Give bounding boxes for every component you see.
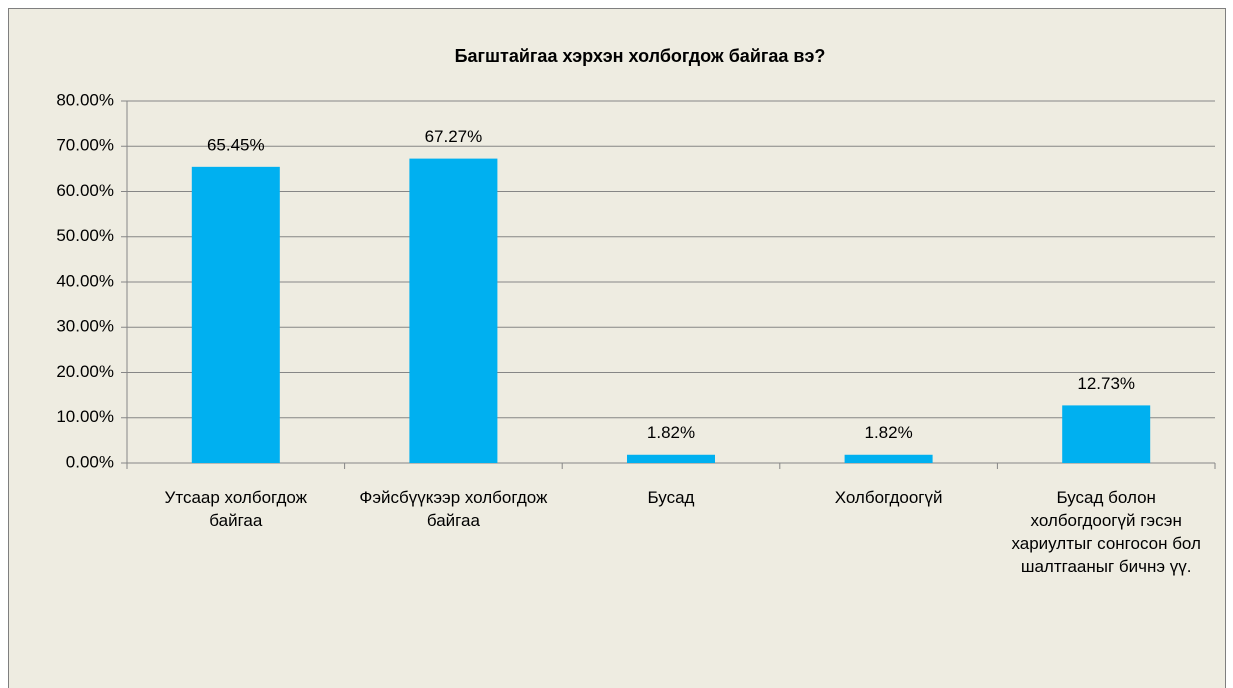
chart-title: Багштайгаа хэрхэн холбогдож байгаа вэ?	[455, 46, 826, 66]
y-tick-label: 10.00%	[56, 407, 114, 426]
y-tick-label: 0.00%	[66, 452, 114, 471]
bar	[627, 454, 715, 463]
y-tick-label: 20.00%	[56, 362, 114, 381]
y-tick-label: 60.00%	[56, 181, 114, 200]
x-tick-label: Фэйсбүүкээр холбогдож байгаа	[359, 488, 548, 530]
y-tick-label: 50.00%	[56, 226, 114, 245]
x-tick-label: Бусад болон холбогдоогүй гэсэн хариултыг…	[1011, 488, 1201, 576]
x-tick-label: Бусад	[647, 488, 695, 507]
bar	[191, 166, 280, 463]
x-tick-label: Холбогдоогүй	[834, 488, 943, 507]
bar	[844, 454, 933, 463]
bar	[1062, 405, 1151, 463]
y-tick-label: 80.00%	[56, 90, 114, 109]
y-tick-label: 40.00%	[56, 271, 114, 290]
data-label: 1.82%	[864, 423, 912, 442]
data-label: 12.73%	[1077, 374, 1135, 393]
data-label: 65.45%	[207, 135, 265, 154]
chart-area	[8, 8, 1226, 688]
y-tick-label: 70.00%	[56, 136, 114, 155]
x-tick-label: Утсаар холбогдож байгаа	[164, 488, 308, 530]
data-label: 67.27%	[425, 127, 483, 146]
y-tick-label: 30.00%	[56, 317, 114, 336]
data-label: 1.82%	[647, 423, 695, 442]
bar	[409, 158, 498, 463]
